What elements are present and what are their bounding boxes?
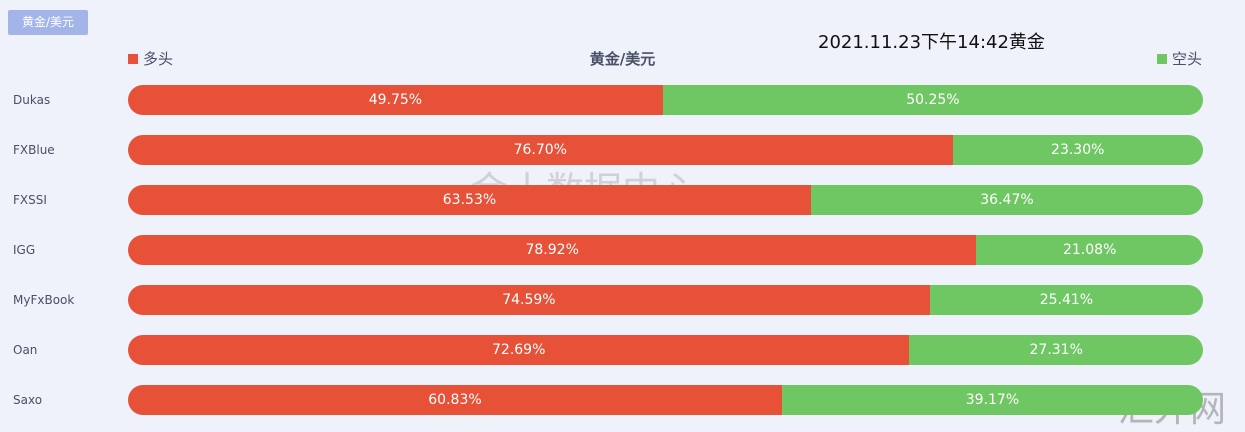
legend-long-swatch	[128, 53, 138, 64]
category-label: FXBlue	[13, 143, 55, 157]
bar-short[interactable]: 39.17%	[781, 385, 1203, 415]
bar-row: 78.92% 21.08%	[128, 235, 1203, 265]
data-label: 63.53%	[442, 192, 497, 208]
legend-short[interactable]: 空头	[1157, 48, 1202, 69]
chart-title: 黄金/美元	[589, 50, 656, 68]
category-label: FXSSI	[13, 193, 47, 207]
category-label: Saxo	[13, 393, 43, 407]
category-label: MyFxBook	[13, 293, 75, 307]
bar-long[interactable]: 63.53%	[128, 185, 811, 215]
data-label: 23.30%	[1051, 142, 1105, 158]
legend-short-label: 空头	[1172, 50, 1203, 68]
bar-short[interactable]: 25.41%	[929, 285, 1203, 315]
data-label: 76.70%	[513, 142, 567, 158]
timestamp: 2021.11.23下午14:42黄金	[818, 32, 1045, 53]
legend-long[interactable]: 多头	[128, 48, 173, 69]
bar-short[interactable]: 27.31%	[909, 335, 1203, 365]
bar-long[interactable]: 74.59%	[128, 285, 930, 315]
data-label: 39.17%	[965, 392, 1020, 408]
data-label: 60.83%	[428, 392, 482, 408]
data-label: 78.92%	[525, 242, 579, 258]
bar-long[interactable]: 60.83%	[128, 385, 782, 415]
bar-row: 60.83% 39.17%	[128, 385, 1203, 415]
bar-short[interactable]: 23.30%	[952, 135, 1203, 165]
category-label: IGG	[13, 243, 36, 257]
legend-long-label: 多头	[143, 50, 174, 68]
bar-long[interactable]: 78.92%	[128, 235, 977, 265]
category-label: Dukas	[13, 93, 51, 107]
data-label: 25.41%	[1039, 292, 1094, 308]
tab-gold-usd[interactable]: 黄金/美元	[8, 10, 88, 35]
bar-long[interactable]: 76.70%	[128, 135, 953, 165]
data-label: 50.25%	[906, 92, 960, 108]
bar-short[interactable]: 21.08%	[976, 235, 1203, 265]
bar-short[interactable]: 50.25%	[662, 85, 1203, 115]
bar-row: 49.75% 50.25%	[128, 85, 1203, 115]
data-label: 74.59%	[502, 292, 556, 308]
bar-short[interactable]: 36.47%	[810, 185, 1203, 215]
data-label: 27.31%	[1029, 342, 1083, 358]
data-label: 49.75%	[368, 92, 423, 108]
bar-row: 76.70% 23.30%	[128, 135, 1203, 165]
bar-long[interactable]: 72.69%	[128, 335, 910, 365]
data-label: 36.47%	[980, 192, 1034, 208]
bar-row: 63.53% 36.47%	[128, 185, 1203, 215]
data-label: 72.69%	[492, 342, 546, 358]
bar-row: 72.69% 27.31%	[128, 335, 1203, 365]
category-label: Oan	[13, 343, 38, 357]
bar-long[interactable]: 49.75%	[128, 85, 663, 115]
bar-row: 74.59% 25.41%	[128, 285, 1203, 315]
data-label: 21.08%	[1062, 242, 1117, 258]
legend-short-swatch	[1157, 53, 1167, 64]
